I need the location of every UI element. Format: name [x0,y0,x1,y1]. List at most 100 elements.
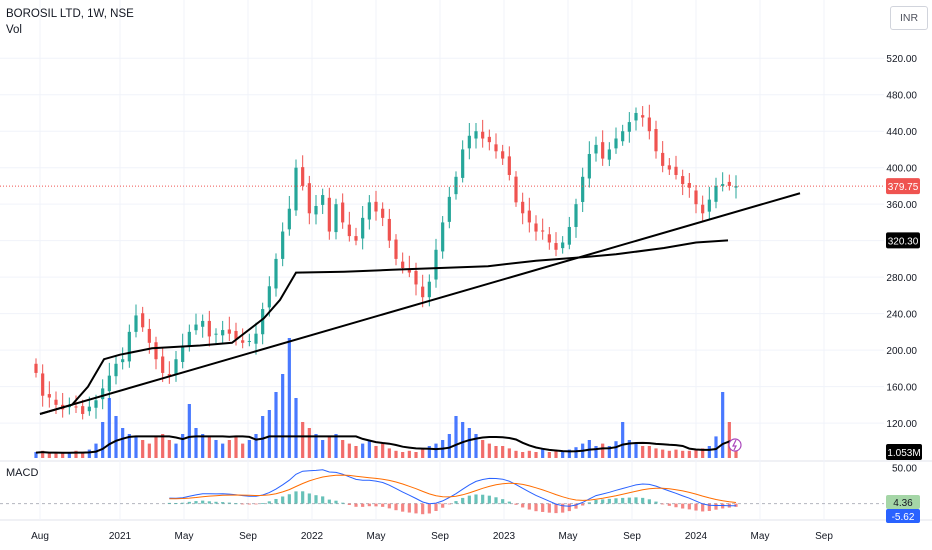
candle-body [267,286,271,308]
candle-body [474,131,478,139]
candle-body [194,324,198,331]
candle-body [407,268,411,273]
volume-bar [447,434,451,458]
macd-histogram-bar [407,503,411,513]
candle-body [274,258,278,289]
candle-body [187,331,191,347]
volume-bar [374,446,378,458]
macd-histogram-bar [414,503,418,514]
candle-body [501,151,505,159]
macd-histogram-bar [714,503,718,510]
macd-histogram-bar [547,503,551,513]
volume-bar [201,434,205,458]
macd-histogram-bar [374,503,378,507]
candle-body [554,243,558,250]
volume-bar [354,446,358,458]
volume-bar [367,440,371,458]
volume-bar [74,450,78,458]
macd-histogram-bar [201,500,205,504]
macd-histogram-bar [254,503,258,505]
macd-tick-label: 50.00 [892,464,917,475]
macd-histogram-bar [361,503,365,507]
price-tick-label: 200.00 [886,346,917,357]
time-axis-label: Sep [239,531,257,542]
volume-bar [167,440,171,458]
macd-histogram-bar [607,498,611,504]
macd-histogram-bar [434,503,438,511]
ma-tag-label: 320.30 [888,236,919,247]
volume-bar [454,416,458,458]
candle-body [167,374,171,376]
volume-bar [321,440,325,458]
macd-histogram-bar [427,503,431,514]
volume-bar [241,443,245,458]
volume-tag [886,444,922,460]
time-axis-label: May [559,531,578,542]
candle-body [107,375,111,392]
volume-bar [261,416,265,458]
candle-body [87,406,91,412]
volume-moving-average [35,435,737,454]
volume-bar [234,436,238,458]
macd-histogram-bar [381,503,385,507]
volume-bar [61,453,65,458]
candle-body [527,210,531,223]
macd-histogram-bar [294,491,298,504]
earnings-icon [728,438,742,452]
candle-body [681,176,685,185]
volume-bar [34,452,38,458]
macd-histogram-bar [501,499,505,504]
volume-bar [661,449,665,458]
candle-body [134,315,138,332]
time-axis-label: 2021 [109,531,132,542]
volume-bar [641,446,645,458]
volume-bar [121,428,125,458]
volume-bar [341,440,345,458]
macd-histogram-bar [307,493,311,504]
volume-bar [221,443,225,458]
volume-bar [534,452,538,458]
macd-histogram-bar [721,503,725,509]
currency-button[interactable]: INR [890,6,928,30]
macd-histogram-bar [194,501,198,504]
candle-body [521,201,525,214]
candle-body [734,186,738,188]
candle-body [161,356,165,373]
macd-histogram-bar [601,499,605,504]
time-axis-label: 2024 [685,531,708,542]
volume-bar [421,448,425,458]
candle-body [627,122,631,132]
macd-histogram-bar [494,497,498,504]
macd-histogram-bar [421,503,425,515]
time-axis-label: Sep [815,531,833,542]
candle-body [567,226,571,245]
volume-bar [621,422,625,458]
candle-body [454,176,458,195]
macd-histogram-bar [247,503,251,505]
candle-body [207,320,211,337]
candle-body [581,176,585,202]
macd-histogram-bar [367,503,371,507]
volume-bar [67,452,71,458]
volume-bar [194,428,198,458]
candle-body [574,204,578,227]
volume-bar [634,443,638,458]
macd-histogram-bar [667,503,671,506]
volume-bar [467,428,471,458]
candle-body [654,129,658,152]
macd-histogram-bar [567,503,571,512]
candle-body [634,112,638,121]
candle-body [47,394,51,398]
signal-value-tag [886,509,920,523]
volume-bar [207,436,211,458]
candle-body [447,196,451,222]
volume-bar [301,422,305,458]
price-tick-label: 480.00 [886,91,917,102]
candle-body [534,223,538,232]
price-tick-label: 160.00 [886,383,917,394]
candle-body [347,224,351,237]
candle-body [614,138,618,149]
volume-bar [727,422,731,458]
candle-body [701,204,705,214]
